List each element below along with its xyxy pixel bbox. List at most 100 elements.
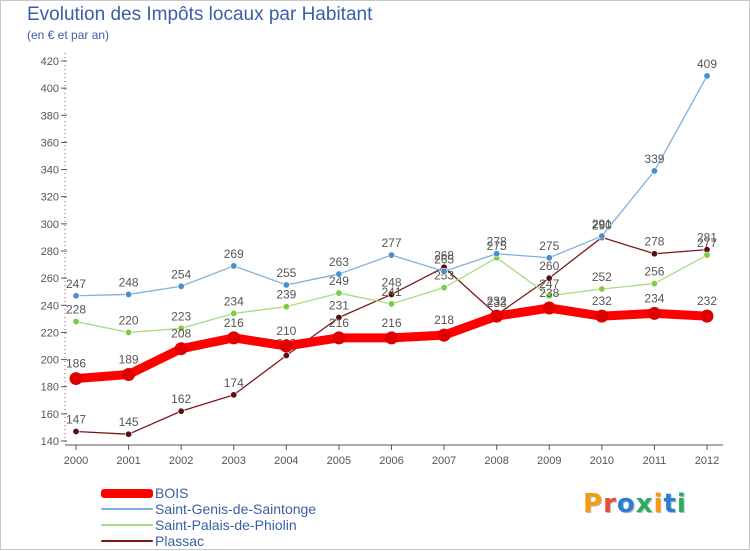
legend-label: Saint-Genis-de-Saintonge bbox=[155, 501, 317, 517]
legend-swatch bbox=[101, 524, 153, 526]
data-point bbox=[72, 318, 80, 326]
x-tick-label: 2009 bbox=[537, 455, 561, 467]
data-label: 234 bbox=[644, 291, 664, 305]
data-label: 223 bbox=[171, 309, 191, 323]
data-label: 275 bbox=[487, 239, 507, 253]
data-point bbox=[490, 309, 504, 323]
x-tick-label: 2008 bbox=[484, 455, 508, 467]
data-label: 216 bbox=[381, 316, 401, 330]
data-label: 232 bbox=[592, 294, 612, 308]
data-point bbox=[335, 313, 343, 321]
data-label: 220 bbox=[119, 313, 139, 327]
data-point bbox=[177, 324, 185, 332]
x-tick-label: 2012 bbox=[695, 455, 719, 467]
data-point bbox=[282, 303, 290, 311]
data-point bbox=[542, 301, 556, 315]
y-tick-label: 220 bbox=[41, 327, 59, 339]
data-label: 232 bbox=[697, 294, 717, 308]
y-tick-label: 420 bbox=[41, 56, 59, 68]
data-point bbox=[279, 339, 293, 353]
data-point bbox=[598, 232, 606, 240]
data-point bbox=[598, 285, 606, 293]
data-point bbox=[650, 280, 658, 288]
logo-letter: t bbox=[663, 489, 677, 519]
data-point bbox=[282, 281, 290, 289]
x-tick-label: 2001 bbox=[116, 455, 140, 467]
data-label: 277 bbox=[381, 236, 401, 250]
data-label: 241 bbox=[381, 285, 401, 299]
data-label: 253 bbox=[434, 269, 454, 283]
data-point bbox=[703, 72, 711, 80]
data-label: 255 bbox=[276, 266, 296, 280]
legend-swatch bbox=[101, 488, 153, 498]
data-point bbox=[545, 254, 553, 262]
series-line bbox=[75, 75, 708, 297]
data-point bbox=[387, 300, 395, 308]
data-point bbox=[387, 251, 395, 259]
data-label: 252 bbox=[592, 270, 612, 284]
data-point bbox=[177, 282, 185, 290]
data-label: 278 bbox=[644, 235, 664, 249]
data-point bbox=[230, 262, 238, 270]
data-point bbox=[493, 250, 501, 258]
data-label: 247 bbox=[539, 277, 559, 291]
data-label: 254 bbox=[171, 267, 191, 281]
series-saint-palais-de-phiolin: 228 220 223 234 239 249 241 253 275 247 252 256 277 bbox=[66, 236, 717, 336]
data-point bbox=[125, 328, 133, 336]
x-tick-label: 2005 bbox=[327, 455, 351, 467]
data-point bbox=[72, 427, 80, 435]
x-tick-label: 2011 bbox=[643, 455, 667, 467]
data-point bbox=[122, 368, 136, 381]
y-tick-label: 200 bbox=[41, 355, 59, 367]
data-label: 232 bbox=[487, 294, 507, 308]
data-label: 147 bbox=[66, 413, 86, 427]
x-tick-label: 2006 bbox=[379, 455, 403, 467]
data-label: 233 bbox=[487, 296, 507, 310]
data-label: 216 bbox=[329, 316, 349, 330]
data-label: 247 bbox=[66, 277, 86, 291]
data-point bbox=[700, 309, 714, 323]
series-bois: 186 189 208 216 210 216 216 218 232 238 232 234 232 bbox=[66, 286, 717, 386]
data-point bbox=[650, 250, 658, 258]
data-label: 162 bbox=[171, 392, 191, 406]
data-point bbox=[125, 290, 133, 298]
y-tick-label: 160 bbox=[41, 409, 59, 421]
logo-letter: i bbox=[653, 489, 664, 519]
data-label: 239 bbox=[276, 288, 296, 302]
data-label: 268 bbox=[434, 248, 454, 262]
data-point bbox=[69, 372, 83, 386]
x-tick-label: 2002 bbox=[169, 455, 193, 467]
data-point bbox=[177, 407, 185, 415]
data-point bbox=[227, 331, 241, 345]
proxiti-logo: Proxiti bbox=[583, 489, 687, 519]
data-label: 238 bbox=[539, 286, 559, 300]
y-tick-label: 140 bbox=[41, 436, 59, 448]
data-point bbox=[545, 274, 553, 282]
data-point bbox=[385, 331, 398, 345]
data-label: 248 bbox=[119, 275, 139, 289]
logo-letter: P bbox=[583, 489, 604, 519]
data-label: 260 bbox=[539, 259, 559, 273]
data-label: 256 bbox=[644, 265, 664, 279]
data-label: 189 bbox=[119, 353, 139, 367]
legend-label: BOIS bbox=[155, 485, 189, 501]
data-point bbox=[282, 351, 290, 359]
data-label: 186 bbox=[66, 357, 86, 371]
legend-swatch bbox=[101, 508, 153, 510]
data-point bbox=[595, 309, 609, 323]
logo-letter: o bbox=[616, 489, 636, 519]
chart-subtitle: (en € et par an) bbox=[27, 28, 110, 42]
data-label: 218 bbox=[434, 313, 454, 327]
legend-label: Plassac bbox=[155, 533, 205, 549]
y-tick-label: 260 bbox=[41, 273, 59, 285]
x-tick-label: 2007 bbox=[432, 455, 456, 467]
data-point bbox=[650, 167, 658, 175]
data-point bbox=[440, 284, 448, 292]
data-label: 234 bbox=[224, 294, 244, 308]
data-label: 231 bbox=[329, 299, 349, 313]
data-label: 269 bbox=[224, 247, 244, 261]
data-label: 145 bbox=[119, 415, 139, 429]
y-tick-label: 240 bbox=[41, 300, 59, 312]
